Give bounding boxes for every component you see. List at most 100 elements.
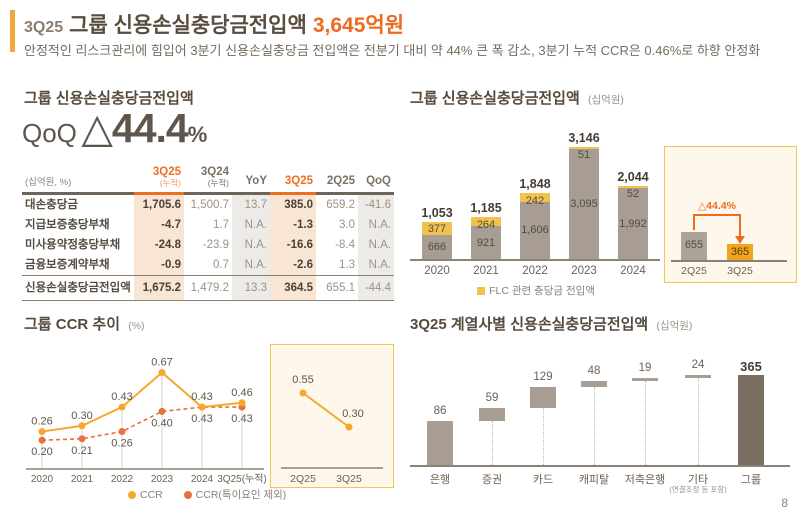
- bar-flc-2024: [618, 186, 648, 189]
- inset-line: [302, 392, 350, 428]
- bar-base-2022: [520, 201, 550, 259]
- cell-value: 385.0: [270, 193, 316, 215]
- inset-bar-value: 655: [684, 239, 704, 251]
- bar-flc-2021: [471, 216, 501, 227]
- bar-value-label: 24: [691, 359, 705, 372]
- data-point-ccr-ex: [38, 436, 46, 444]
- point-label: 0.20: [31, 446, 52, 458]
- cell-value: N.A.: [358, 214, 394, 235]
- cell-value: 3.0: [339, 218, 355, 231]
- section-title-subsidiary: 3Q25 계열사별 신용손실충당금전입액 (십억원): [410, 316, 693, 333]
- cell-value: 364.5: [270, 274, 316, 301]
- x-tick-label: 기타: [687, 474, 709, 486]
- point-label: 0.43: [191, 391, 212, 403]
- column-header-QoQ: QoQ: [358, 166, 394, 196]
- point-label: 0.46: [231, 387, 252, 399]
- bar-flc-2023: [569, 147, 599, 149]
- x-tick-label: 2021: [71, 474, 94, 485]
- cell-value: -4.7: [134, 214, 184, 235]
- cell-value: 13.3: [232, 274, 270, 301]
- ccr-ex-dot-icon: [183, 491, 192, 499]
- cell-value: -2.6: [270, 254, 316, 276]
- x-tick-label: 캐피탈: [578, 474, 610, 486]
- point-label: 0.26: [111, 438, 132, 450]
- provision-table: (십억원, %) 3Q25 (누적) 3Q24 (누적) YoY 3Q25 2Q25 QoQ 대손…: [22, 166, 394, 301]
- bar-flc-value: 264: [476, 218, 496, 231]
- cell-value: 1,479.2: [184, 274, 232, 301]
- point-label: 0.43: [191, 413, 212, 425]
- cell-value: -8.4: [335, 238, 355, 251]
- delta-arrow: △44.4%: [693, 200, 745, 244]
- data-point-ccr: [78, 422, 86, 430]
- arrow-line-icon: [693, 214, 741, 237]
- x-tick-label: 2022: [522, 265, 548, 277]
- subsidiary-unit: (십억원): [656, 320, 693, 332]
- cell-value: N.A.: [232, 214, 270, 235]
- data-point-ccr: [158, 369, 166, 377]
- cell-value: -23.9: [202, 238, 229, 251]
- ccr-line: [41, 371, 243, 433]
- ccr-quarter-inset: 0.55 2Q25 0.30 3Q25: [270, 344, 394, 488]
- qoq-unit: %: [187, 122, 208, 147]
- x-tick-label: 2020: [424, 265, 450, 277]
- cell-value: N.A.: [358, 234, 394, 255]
- point-label: 0.43: [111, 391, 132, 403]
- cell-value: 1,675.2: [134, 274, 184, 301]
- bar-base-value: 3,095: [570, 197, 598, 210]
- row-label: 지급보증충당부채: [25, 218, 110, 231]
- quarter-comparison-inset: 655 365 2Q25 3Q25 △44.4%: [664, 146, 797, 283]
- bar-base-value: 1,992: [619, 217, 647, 230]
- inset-x-tick-label: 2Q25: [681, 265, 707, 277]
- connector-line: [645, 381, 646, 465]
- bar-base-2023: [569, 148, 599, 259]
- bar-total-label: 1,848: [519, 177, 551, 192]
- cell-value: 13.7: [232, 193, 270, 215]
- table-row: 신용손실충당금전입액 1,675.2 1,479.2 13.3 364.5 655.1 -4…: [22, 274, 394, 301]
- cell-value: -0.9: [134, 254, 184, 276]
- point-label: 0.26: [31, 416, 52, 428]
- page-number: 8: [781, 496, 788, 510]
- inset-point-label: 0.30: [342, 408, 363, 420]
- column-header-3Q25: 3Q25 (누적): [134, 166, 184, 196]
- provision-bars-unit: (십억원): [587, 94, 624, 106]
- point-label: 0.40: [151, 417, 172, 429]
- cell-value: 655.1: [316, 274, 358, 301]
- bar-base-value: 921: [476, 236, 496, 249]
- cell-value: N.A.: [232, 254, 270, 276]
- bar-value-label: 86: [433, 405, 447, 418]
- bar-flc-2020: [422, 221, 452, 236]
- row-label: 금융보증계약부채: [25, 258, 110, 271]
- data-point-ccr: [198, 403, 206, 411]
- row-label: 대손충당금: [25, 198, 78, 211]
- data-point-ccr: [118, 403, 126, 411]
- flc-swatch-icon: [477, 287, 486, 295]
- connector-line: [698, 378, 699, 465]
- group-provision-bar-chart: 1,053 666 377 2020 1,185 921 264 2021 1,848 1,606…: [410, 131, 662, 296]
- bar-value-label: 59: [485, 392, 499, 405]
- cell-value: 0.7: [213, 258, 229, 271]
- ccr-legend: CCR CCR(특이요인 제외): [128, 487, 304, 502]
- cell-value: 1.3: [339, 258, 355, 271]
- table-row: 미사용약정충당부채 -24.8 -23.9 N.A. -16.6 -8.4 N.A.: [22, 234, 394, 255]
- x-tick-label: 2021: [473, 265, 499, 277]
- subsidiary-waterfall-chart: 86 은행 59 증권 129 카드 48 캐피탈 19 저축은행 24 기타 (연결조정 등 포함) 3…: [410, 348, 795, 498]
- cell-value: -16.6: [270, 234, 316, 255]
- table-row: 금융보증계약부채 -0.9 0.7 N.A. -2.6 1.3 N.A.: [22, 254, 394, 276]
- point-label: 0.67: [151, 357, 172, 369]
- column-header-3Q24: 3Q24 (누적): [184, 166, 232, 196]
- page-title-text: 그룹 신용손실충당금전입액: [69, 14, 307, 37]
- ccr-svg: 0.20 0.21 0.26 0.40 0.43 0.43 0.26 0.30 0.43 0.67…: [26, 357, 267, 485]
- column-subheader: (누적): [207, 177, 229, 188]
- inset-data-point: [299, 389, 307, 397]
- bar-기타: [685, 375, 711, 379]
- bar-value-label: 129: [533, 371, 553, 384]
- bar-base-2020: [422, 235, 452, 259]
- qoq-delta: △44.4: [81, 105, 188, 151]
- bar-flc-value: 52: [626, 188, 640, 201]
- inset-x-tick-label: 2Q25: [290, 473, 316, 485]
- bar-base-value: 666: [427, 241, 447, 254]
- legend-item-ccr-ex: CCR(특이요인 제외): [183, 489, 286, 501]
- cell-value: 1,500.7: [190, 198, 229, 211]
- section-title-provision-table: 그룹 신용손실충당금전입액: [24, 90, 194, 107]
